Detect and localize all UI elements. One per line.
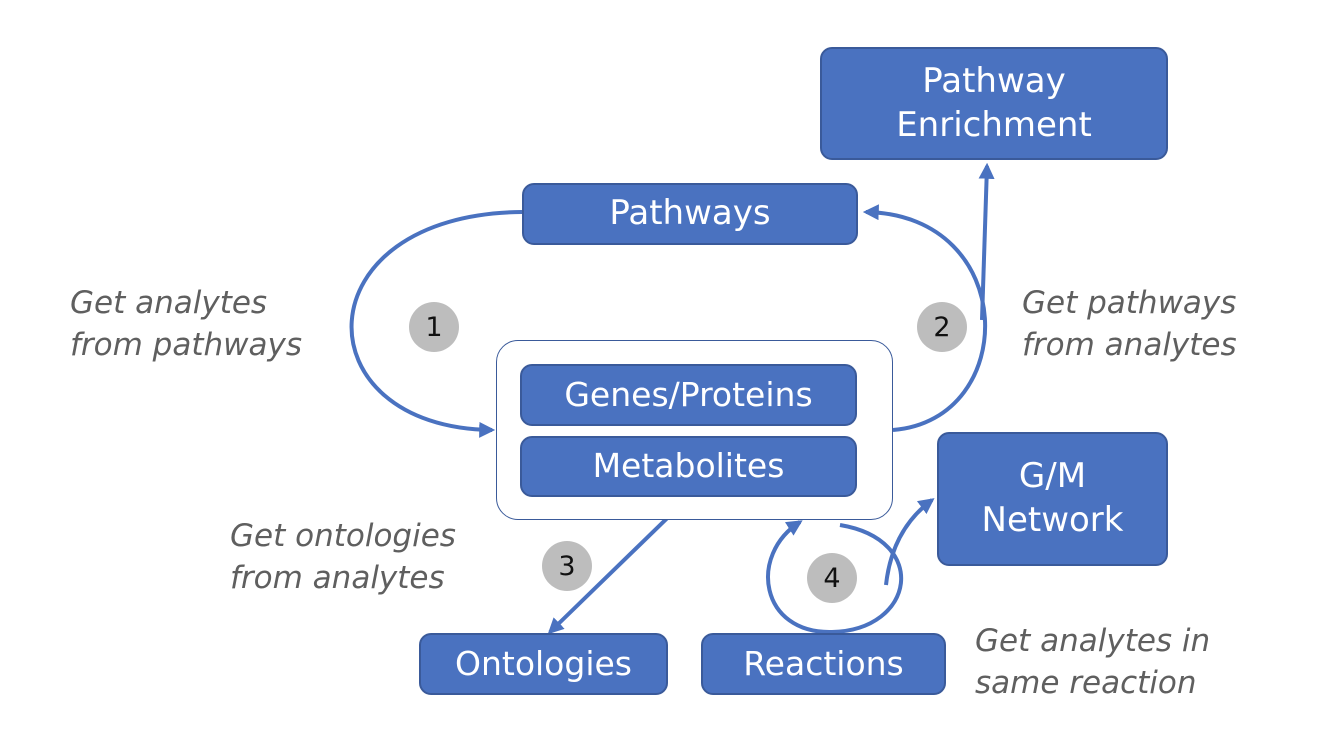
arrow-to-pathway-enrichment	[978, 162, 995, 321]
step-3-badge: 3	[542, 541, 592, 591]
step-2-badge: 2	[917, 302, 967, 352]
caption-ontologies-from-analytes: Get ontologies from analytes	[230, 518, 456, 596]
pathway-enrichment-box[interactable]: Pathway Enrichment	[820, 47, 1168, 160]
arrow-analytes-from-pathways	[349, 210, 523, 438]
gm-network-box[interactable]: G/M Network	[937, 432, 1168, 566]
reactions-box[interactable]: Reactions	[701, 633, 946, 695]
arrow-pathways-from-analytes	[862, 204, 988, 432]
arrow-to-gm-network	[884, 498, 935, 586]
ontologies-box[interactable]: Ontologies	[419, 633, 668, 695]
genes-proteins-box[interactable]: Genes/Proteins	[520, 364, 857, 426]
caption-analytes-same-reaction: Get analytes in same reaction	[975, 623, 1211, 701]
step-1-badge: 1	[409, 302, 459, 352]
metabolites-box[interactable]: Metabolites	[520, 436, 857, 497]
caption-analytes-from-pathways: Get analytes from pathways	[70, 285, 303, 363]
caption-pathways-from-analytes: Get pathways from analytes	[1022, 285, 1237, 363]
step-4-badge: 4	[807, 553, 857, 603]
pathways-box[interactable]: Pathways	[522, 183, 858, 245]
